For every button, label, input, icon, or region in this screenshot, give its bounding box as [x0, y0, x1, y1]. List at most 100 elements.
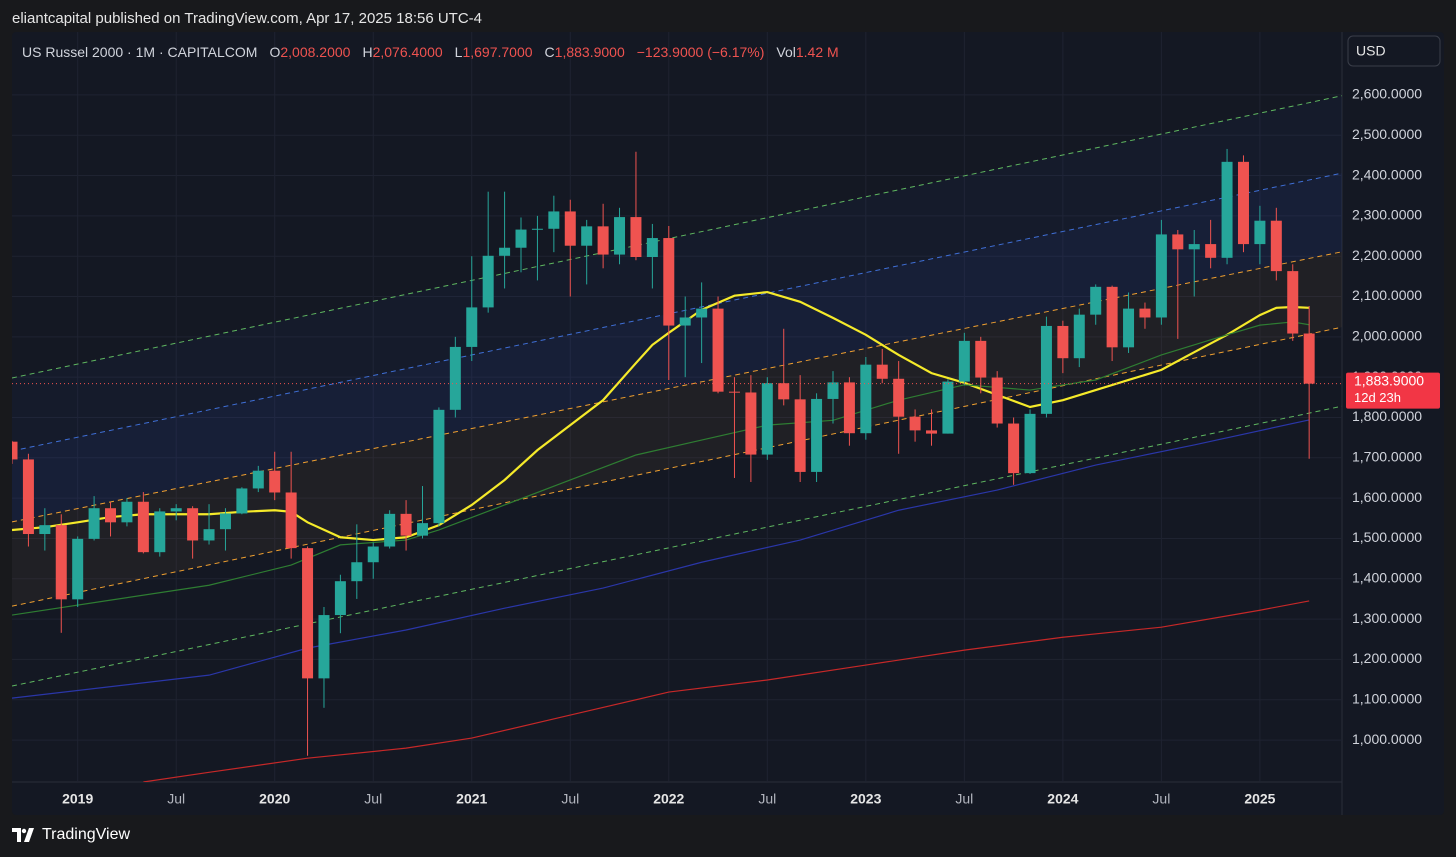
- candle-body: [1057, 325, 1069, 359]
- x-tick-label: 2022: [653, 791, 684, 807]
- candle-body: [1008, 423, 1020, 474]
- candle-body: [499, 247, 511, 256]
- candle-body: [696, 308, 708, 318]
- candle-body: [515, 229, 527, 248]
- candle-body: [187, 508, 199, 541]
- candle-body: [154, 511, 166, 553]
- overlay-line: [12, 405, 1342, 687]
- candle-body: [1106, 286, 1118, 348]
- candle-body: [105, 508, 117, 523]
- ohlc-value: 1,697.7000: [462, 44, 533, 60]
- candle-body: [367, 546, 379, 563]
- candle-body: [581, 226, 593, 246]
- candle-body: [203, 529, 215, 541]
- candle-body: [975, 340, 987, 378]
- candle-body: [531, 228, 543, 230]
- candle-body: [630, 217, 642, 257]
- candle-body: [1254, 220, 1266, 245]
- currency-button[interactable]: [1347, 35, 1441, 67]
- overlay-line: [143, 600, 1310, 782]
- last-price-box: [1346, 372, 1440, 409]
- ohlc-value: 1,883.9000: [554, 44, 625, 60]
- candle-body: [1155, 234, 1167, 318]
- candle-body: [712, 308, 724, 392]
- candle-body: [679, 317, 691, 326]
- candle-body: [728, 391, 740, 393]
- channel-fills: [12, 95, 1342, 607]
- candle-body: [827, 382, 839, 399]
- y-tick-label: 2,500.0000: [1352, 126, 1422, 142]
- y-tick-label: 2,100.0000: [1352, 287, 1422, 303]
- candle-body: [1221, 161, 1233, 258]
- x-tick-label: Jul: [561, 791, 579, 807]
- x-tick-label: 2025: [1244, 791, 1275, 807]
- y-tick-label: 2,600.0000: [1352, 86, 1422, 102]
- candle-body: [1172, 234, 1184, 250]
- candle-body: [991, 377, 1003, 424]
- overlay-line: [12, 172, 1342, 452]
- candle-body: [745, 392, 757, 455]
- candle-body: [22, 459, 34, 535]
- currency-label[interactable]: USD: [1356, 43, 1386, 59]
- y-tick-label: 1,100.0000: [1352, 690, 1422, 706]
- candle-body: [1237, 161, 1249, 245]
- candle-body: [170, 508, 182, 512]
- y-tick-label: 1,300.0000: [1352, 610, 1422, 626]
- candle-body: [400, 513, 412, 536]
- x-tick-label: 2021: [456, 791, 487, 807]
- candle-body: [433, 409, 445, 524]
- candle-body: [614, 217, 626, 255]
- candle-body: [72, 538, 84, 600]
- candle-body: [646, 238, 658, 257]
- x-tick-label: 2019: [62, 791, 93, 807]
- axes: 1,000.0000 1,100.0000 1,200.0000 1,300.0000…: [62, 86, 1440, 807]
- overlay-line: [12, 251, 1342, 523]
- candle-body: [88, 508, 100, 539]
- candle-body: [564, 211, 576, 246]
- candle-body: [416, 523, 428, 536]
- change: −123.9000 (−6.17%): [636, 44, 765, 60]
- volume-key: Vol: [776, 44, 796, 60]
- candle-body: [334, 581, 346, 616]
- y-tick-label: 2,000.0000: [1352, 328, 1422, 344]
- y-tick-label: 1,700.0000: [1352, 449, 1422, 465]
- channel-fill: [12, 251, 1342, 607]
- candle-body: [1090, 286, 1102, 315]
- candle-body: [794, 399, 806, 472]
- ohlc-value: 2,076.4000: [372, 44, 443, 60]
- candle-body: [449, 346, 461, 410]
- candle-body: [1024, 413, 1036, 474]
- channel-fill: [12, 173, 1342, 522]
- candle-body: [269, 470, 281, 493]
- x-tick-label: Jul: [758, 791, 776, 807]
- overlay-line: [12, 95, 1342, 379]
- candle-body: [219, 513, 231, 530]
- candle-body: [55, 525, 67, 600]
- y-tick-label: 1,000.0000: [1352, 731, 1422, 747]
- candles: [12, 148, 1342, 756]
- candle-body: [466, 307, 478, 347]
- brand-logo: [12, 828, 34, 842]
- y-tick-label: 1,400.0000: [1352, 569, 1422, 585]
- candle-body: [384, 513, 396, 547]
- ohlc-key: O: [269, 44, 281, 60]
- y-tick-label: 2,400.0000: [1352, 166, 1422, 182]
- y-tick-label: 1,600.0000: [1352, 489, 1422, 505]
- countdown-label: 12d 23h: [1354, 390, 1401, 405]
- y-tick-label: 2,300.0000: [1352, 207, 1422, 223]
- candle-body: [893, 378, 905, 417]
- candle-body: [926, 430, 938, 434]
- x-tick-label: 2024: [1047, 791, 1078, 807]
- ohlc-key: H: [362, 44, 373, 60]
- y-tick-label: 1,500.0000: [1352, 529, 1422, 545]
- candle-body: [236, 488, 248, 514]
- candle-body: [1303, 333, 1315, 384]
- candle-body: [1139, 308, 1151, 318]
- overlay-line: [12, 326, 1342, 607]
- x-tick-label: 2023: [850, 791, 881, 807]
- ohlc-value: 2,008.2000: [280, 44, 351, 60]
- x-tick-label: Jul: [955, 791, 973, 807]
- x-tick-label: Jul: [1152, 791, 1170, 807]
